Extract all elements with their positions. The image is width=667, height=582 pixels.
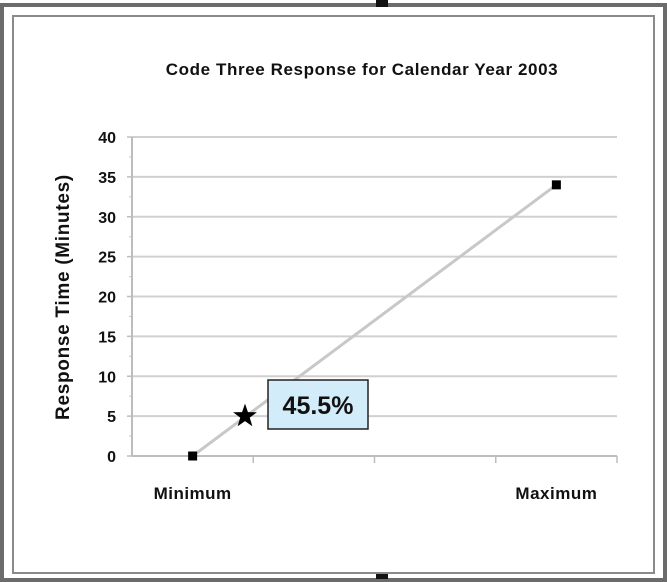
y-tick-label: 10 [98,369,116,386]
y-tick-labels: 0 5 10 15 20 25 30 35 40 [98,130,116,466]
annotation-layer: 45.5% [233,379,369,430]
y-tick-label: 25 [98,250,116,267]
x-tick-label: Maximum [515,484,597,503]
series-layer [188,180,561,461]
inner-frame [12,15,655,574]
data-point-marker [188,451,198,461]
y-tick-label: 0 [107,449,116,466]
data-point-marker [551,180,561,190]
y-tick-label: 30 [98,210,116,227]
y-tick-label: 20 [98,290,116,307]
chart-title: Code Three Response for Calendar Year 20… [166,60,558,79]
top-tab-marker [376,0,388,7]
x-tick-label: Minimum [154,484,232,503]
star-icon [233,403,257,427]
y-tick-label: 35 [98,170,116,187]
y-tick-label: 5 [107,409,116,426]
x-tick-labels: Minimum Maximum [154,484,597,503]
callout-box [267,379,369,430]
series-line [191,183,558,458]
grid-layer [132,136,617,418]
axis-layer [127,136,618,463]
y-tick-label: 40 [98,130,116,147]
y-tick-label: 15 [98,329,116,346]
callout-label: 45.5% [283,392,354,420]
y-axis-label: Response Time (Minutes) [53,174,74,420]
bottom-tab-marker [376,574,388,579]
